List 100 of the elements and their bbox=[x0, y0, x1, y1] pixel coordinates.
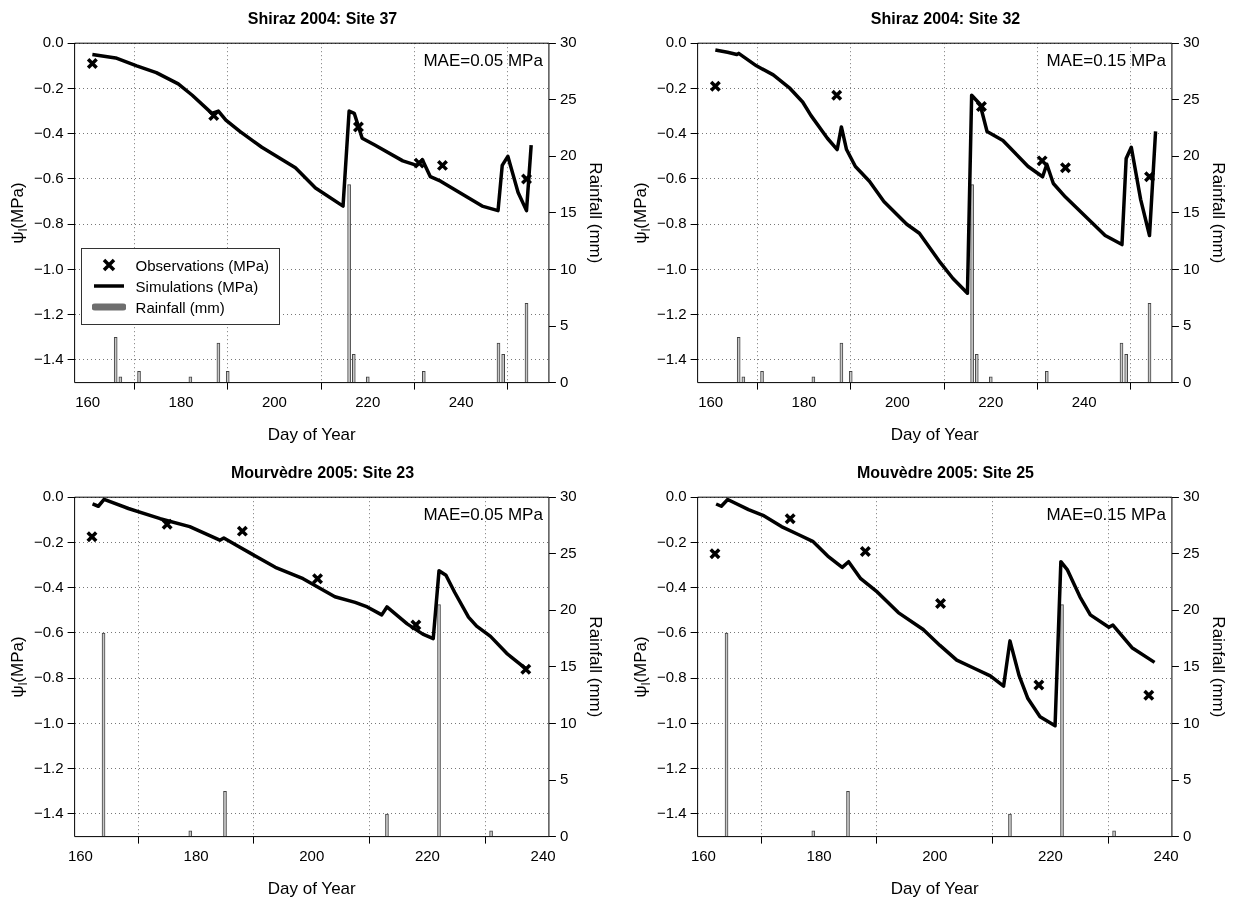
y-tick-label: −0.2 bbox=[33, 532, 64, 550]
point bbox=[352, 120, 365, 133]
y2-tick-label: 0 bbox=[559, 826, 569, 844]
y2-tick-label: 15 bbox=[1182, 657, 1200, 675]
x-tick-label: 220 bbox=[978, 392, 1004, 410]
y-tick-label: −0.2 bbox=[656, 532, 687, 550]
point bbox=[86, 57, 99, 70]
y-tick-label: −0.6 bbox=[33, 623, 64, 641]
y2-axis-title: Rainfall (mm) bbox=[586, 162, 606, 264]
x-tick-label: 200 bbox=[299, 846, 325, 864]
legend-label: Rainfall (mm) bbox=[135, 297, 225, 318]
y2-tick-label: 30 bbox=[559, 33, 577, 51]
y-tick-label: −1.4 bbox=[33, 804, 64, 822]
y2-tick-label: 25 bbox=[559, 543, 577, 561]
y2-tick-label: 10 bbox=[1182, 259, 1200, 277]
point bbox=[519, 663, 532, 676]
y-tick-label: −0.2 bbox=[33, 78, 64, 96]
point bbox=[207, 109, 220, 122]
y-tick-label: −1.0 bbox=[656, 713, 687, 731]
y2-tick-label: 15 bbox=[559, 657, 577, 675]
x-tick-label: 160 bbox=[698, 392, 724, 410]
x-tick-label: 220 bbox=[1037, 846, 1063, 864]
x-tick-label: 220 bbox=[355, 392, 381, 410]
y-tick-label: −1.4 bbox=[33, 350, 64, 368]
y2-tick-label: 5 bbox=[1182, 316, 1192, 334]
point bbox=[830, 89, 843, 102]
legend-label: Observations (MPa) bbox=[135, 255, 269, 276]
y-tick-label: −1.2 bbox=[33, 304, 64, 322]
annotation: MAE=0.05 MPa bbox=[423, 51, 544, 71]
chart-title: Shiraz 2004: Site 37 bbox=[247, 10, 398, 28]
x-tick-label: 180 bbox=[168, 392, 194, 410]
y2-tick-label: 30 bbox=[1182, 33, 1200, 51]
y-tick-label: −1.2 bbox=[656, 758, 687, 776]
x-tick-label: 240 bbox=[448, 392, 474, 410]
chart-title: Mourvèdre 2005: Site 23 bbox=[230, 464, 415, 482]
annotation: MAE=0.05 MPa bbox=[423, 505, 544, 525]
y-axis-title: ψl(MPa) bbox=[630, 636, 654, 698]
y2-tick-label: 25 bbox=[559, 89, 577, 107]
y2-tick-label: 10 bbox=[559, 713, 577, 731]
x-tick-label: 180 bbox=[806, 846, 832, 864]
y-tick-label: −0.8 bbox=[33, 214, 64, 232]
point bbox=[1036, 154, 1049, 167]
point bbox=[409, 619, 422, 632]
y-axis-title: ψl(MPa) bbox=[7, 636, 31, 698]
legend-label: Simulations (MPa) bbox=[135, 276, 259, 297]
x-axis-title: Day of Year bbox=[890, 425, 980, 445]
y2-tick-label: 15 bbox=[1182, 203, 1200, 221]
point bbox=[1143, 170, 1156, 183]
x-tick-label: 200 bbox=[884, 392, 910, 410]
y-tick-label: −0.8 bbox=[33, 668, 64, 686]
x-tick-label: 200 bbox=[261, 392, 287, 410]
x-tick-label: 160 bbox=[690, 846, 716, 864]
point bbox=[1032, 679, 1045, 691]
point bbox=[708, 547, 721, 560]
x-tick-label: 180 bbox=[183, 846, 209, 864]
y-tick-label: −0.4 bbox=[656, 577, 687, 595]
y-axis-title: ψl(MPa) bbox=[630, 182, 654, 244]
y-tick-label: −0.8 bbox=[656, 214, 687, 232]
x-axis-title: Day of Year bbox=[267, 879, 357, 899]
x-tick-label: 160 bbox=[75, 392, 101, 410]
chart-title: Shiraz 2004: Site 32 bbox=[870, 10, 1021, 28]
y-tick-label: −1.4 bbox=[656, 350, 687, 368]
point bbox=[784, 512, 797, 525]
point bbox=[975, 100, 988, 113]
y-tick-label: −1.0 bbox=[33, 259, 64, 277]
y2-tick-label: 5 bbox=[559, 316, 569, 334]
point bbox=[236, 525, 249, 538]
y-tick-label: −0.4 bbox=[656, 123, 687, 141]
y-tick-label: −0.6 bbox=[33, 169, 64, 187]
point bbox=[859, 545, 872, 558]
y2-tick-label: 30 bbox=[1182, 487, 1200, 505]
point bbox=[436, 159, 449, 172]
y2-tick-label: 5 bbox=[1182, 770, 1192, 788]
y2-tick-label: 30 bbox=[559, 487, 577, 505]
y2-axis-title: Rainfall (mm) bbox=[1209, 616, 1229, 718]
y2-tick-label: 10 bbox=[559, 259, 577, 277]
y2-tick-label: 20 bbox=[559, 146, 577, 164]
y2-tick-label: 20 bbox=[1182, 146, 1200, 164]
y-tick-label: −0.8 bbox=[656, 668, 687, 686]
x-tick-label: 240 bbox=[1071, 392, 1097, 410]
point bbox=[1142, 689, 1155, 702]
y2-tick-label: 0 bbox=[1182, 372, 1192, 390]
x-tick-label: 200 bbox=[922, 846, 948, 864]
y2-tick-label: 25 bbox=[1182, 543, 1200, 561]
x-tick-label: 180 bbox=[791, 392, 817, 410]
point bbox=[85, 530, 98, 543]
y-tick-label: −0.2 bbox=[656, 78, 687, 96]
x-tick-label: 240 bbox=[530, 846, 556, 864]
y-tick-label: 0.0 bbox=[665, 33, 687, 51]
chart-title: Mouvèdre 2005: Site 25 bbox=[857, 464, 1035, 482]
y2-tick-label: 20 bbox=[1182, 600, 1200, 618]
point bbox=[934, 597, 947, 610]
x-tick-label: 240 bbox=[1153, 846, 1179, 864]
y-tick-label: −1.0 bbox=[656, 259, 687, 277]
y-tick-label: −0.4 bbox=[33, 123, 64, 141]
y2-tick-label: 10 bbox=[1182, 713, 1200, 731]
x-axis-title: Day of Year bbox=[267, 425, 357, 445]
y-tick-label: 0.0 bbox=[42, 33, 64, 51]
y-tick-label: −1.2 bbox=[656, 304, 687, 322]
point bbox=[709, 80, 722, 93]
